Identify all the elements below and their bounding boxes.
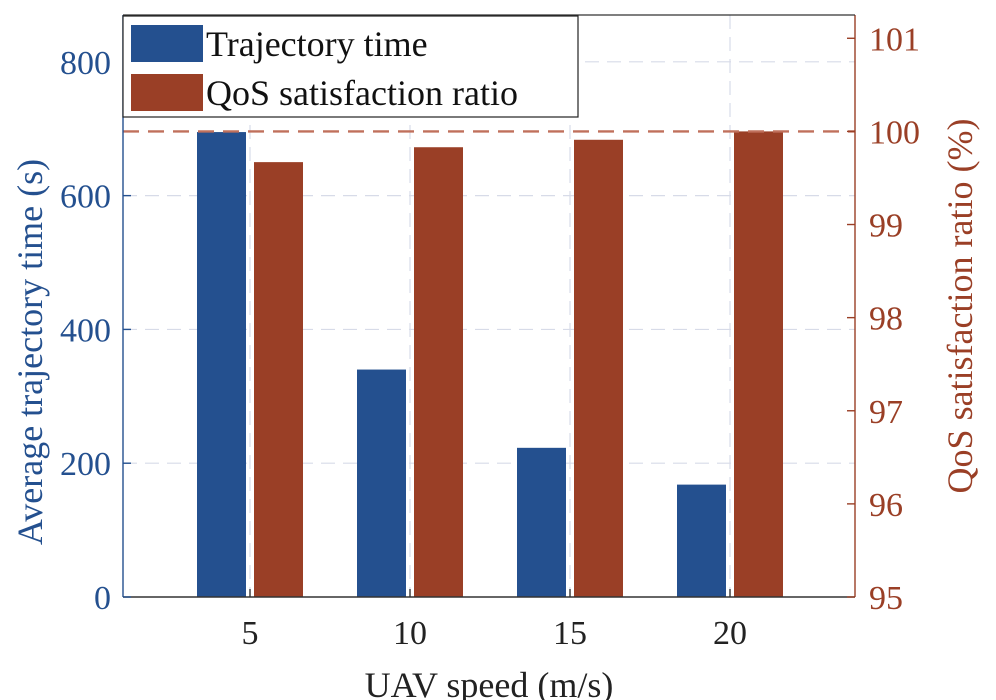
x-axis-label: UAV speed (m/s): [365, 665, 614, 700]
right-y-axis-label: QoS satisfaction ratio (%): [940, 119, 980, 494]
left-y-tick-label: 200: [60, 446, 111, 483]
legend-swatch-qos-satisfaction-ratio: [131, 74, 203, 111]
bar-qos-satisfaction-ratio: [414, 147, 463, 597]
right-y-tick-label: 101: [869, 21, 920, 58]
legend-label-qos-satisfaction-ratio: QoS satisfaction ratio: [206, 73, 518, 113]
bar-trajectory-time: [197, 132, 246, 597]
right-y-tick-label: 100: [869, 114, 920, 151]
bars: [197, 131, 783, 598]
x-tick-label: 15: [553, 615, 587, 652]
bar-trajectory-time: [517, 447, 566, 597]
left-y-axis-label: Average trajectory time (s): [10, 159, 50, 545]
right-y-tick-label: 98: [869, 301, 903, 338]
left-y-tick-label: 600: [60, 179, 111, 216]
left-y-tick-label: 0: [94, 580, 111, 617]
x-tick-label: 20: [713, 615, 747, 652]
x-tick-label: 10: [393, 615, 427, 652]
left-y-tick-label: 400: [60, 312, 111, 349]
right-y-tick-label: 96: [869, 487, 903, 524]
right-y-tick-label: 99: [869, 208, 903, 245]
bar-qos-satisfaction-ratio: [574, 139, 623, 597]
legend: Trajectory time QoS satisfaction ratio: [122, 15, 579, 118]
bar-qos-satisfaction-ratio: [254, 162, 303, 598]
x-tick-label: 5: [242, 615, 259, 652]
axes: [122, 14, 856, 598]
bar-qos-satisfaction-ratio: [734, 131, 783, 597]
legend-swatch-trajectory-time: [131, 25, 203, 62]
legend-label-trajectory-time: Trajectory time: [206, 24, 428, 64]
right-y-tick-label: 95: [869, 580, 903, 617]
left-y-tick-label: 800: [60, 45, 111, 82]
bar-trajectory-time: [357, 369, 406, 597]
bar-trajectory-time: [677, 484, 726, 597]
right-y-tick-label: 97: [869, 394, 903, 431]
